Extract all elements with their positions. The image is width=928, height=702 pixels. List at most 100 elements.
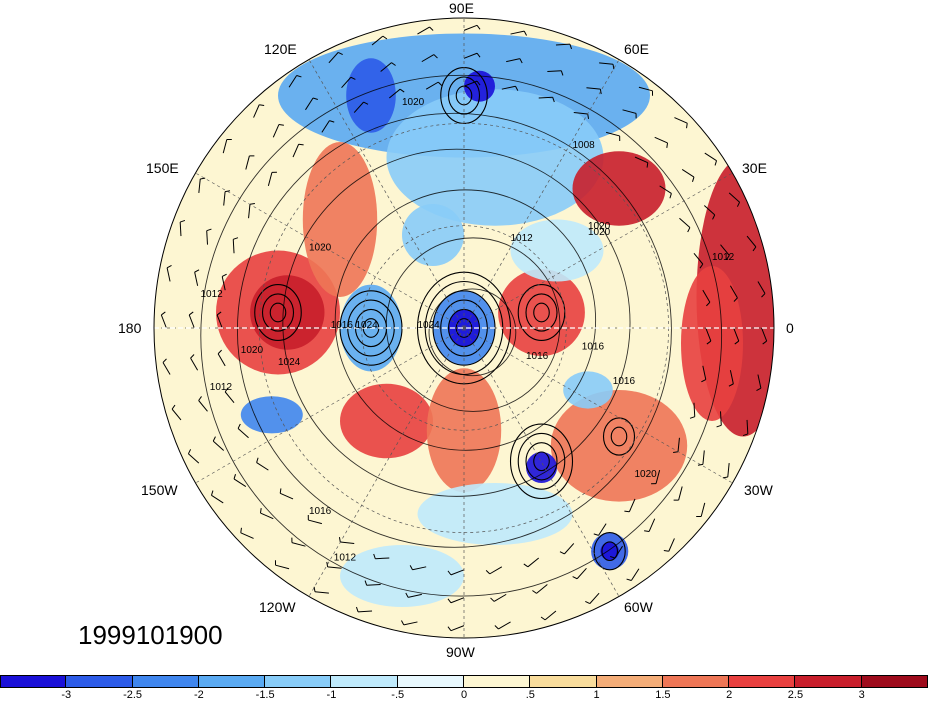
date-label: 1999101900 — [78, 620, 223, 650]
wind-barb-flag — [224, 387, 229, 393]
wind-barb-flag — [762, 340, 767, 345]
wind-barb — [291, 542, 306, 547]
wind-barb-flag — [237, 423, 241, 429]
wind-barb-flag — [669, 193, 672, 199]
anomaly-region — [302, 142, 378, 297]
wind-barb — [260, 512, 274, 520]
longitude-label-60e: 60E — [624, 41, 649, 57]
wind-barb — [272, 124, 280, 138]
wind-barb — [222, 139, 228, 154]
contour-label: 1016 — [582, 342, 605, 353]
wind-barb — [253, 104, 260, 118]
pressure-contour — [593, 532, 626, 571]
wind-barb — [693, 402, 696, 417]
wind-barb-flag — [523, 30, 528, 36]
wind-barb-flag — [572, 576, 578, 580]
wind-barb — [555, 43, 570, 46]
wind-barb — [648, 518, 656, 532]
wind-barb-flag — [409, 565, 413, 571]
wind-barb-flag — [437, 81, 443, 86]
colorbar-frame — [0, 675, 928, 688]
wind-barb-flag — [313, 586, 316, 592]
wind-barb — [654, 136, 668, 144]
wind-barb-flag — [399, 88, 405, 93]
contour-label: 1020 — [588, 221, 611, 232]
wind-barb — [216, 314, 223, 329]
wind-barb — [224, 391, 235, 404]
wind-barb-flag — [756, 387, 762, 392]
wind-barb — [232, 239, 235, 254]
wind-barb-flag — [326, 561, 329, 567]
wind-barb — [288, 75, 298, 88]
wind-barb-flag — [400, 620, 405, 626]
wind-barb-flag — [187, 449, 192, 455]
meridian-line — [463, 172, 733, 329]
wind-barb — [630, 568, 640, 581]
wind-barb — [573, 112, 588, 115]
wind-barb — [403, 621, 418, 626]
anomaly-region — [402, 204, 464, 266]
pressure-contour — [533, 451, 550, 472]
pressure-contour — [254, 284, 302, 341]
wind-barb-flag — [194, 269, 200, 273]
wind-barb — [450, 569, 465, 576]
wind-barb-flag — [476, 80, 481, 86]
wind-barb-flag — [666, 142, 669, 148]
wind-barb-flag — [259, 508, 262, 514]
colorbar-segment — [397, 675, 464, 688]
colorbar-tick-label: 2.5 — [787, 689, 804, 701]
wind-barb-flag — [612, 64, 615, 70]
wind-barb — [463, 24, 478, 31]
wind-barb — [425, 81, 439, 90]
contour-label: 1020 — [402, 97, 425, 108]
wind-barb-flag — [712, 214, 716, 220]
wind-barb — [720, 411, 722, 426]
longitude-label-90w: 90W — [446, 644, 475, 660]
wind-barb — [674, 117, 688, 124]
wind-barb — [248, 204, 251, 219]
wind-barb — [314, 591, 329, 594]
longitude-label-150w: 150W — [141, 482, 178, 498]
wind-barb-flag — [646, 162, 649, 168]
longitude-label-30e: 30E — [742, 160, 767, 176]
wind-barb-flag — [221, 273, 227, 277]
wind-barb-flag — [752, 246, 757, 252]
longitude-label-60w: 60W — [624, 599, 653, 615]
meridian-line — [195, 172, 465, 329]
contour-label: 1020 — [588, 227, 611, 238]
wind-barb-flag — [523, 563, 529, 568]
wind-barb — [704, 152, 717, 162]
colorbar-segment — [0, 675, 67, 688]
wind-barb — [221, 276, 226, 291]
anomaly-region — [681, 266, 743, 421]
colorbar-tick-label: -1.5 — [255, 689, 275, 701]
wind-barb — [729, 370, 734, 384]
wind-barb — [655, 469, 661, 484]
wind-barb-flag — [338, 537, 341, 543]
wind-barb-flag — [212, 436, 216, 442]
colorbar-tick-label: 1.5 — [655, 689, 671, 701]
meridian-line — [308, 59, 465, 329]
meridian-line — [463, 327, 733, 484]
wind-barb — [703, 205, 716, 216]
wind-barb — [702, 450, 705, 465]
wind-barb — [506, 58, 520, 63]
colorbar-tick-label: 1 — [593, 689, 600, 701]
wind-barb-flag — [587, 113, 590, 119]
wind-barb-flag — [485, 570, 491, 575]
wind-barb — [702, 289, 711, 303]
contour-label: 1024 — [278, 357, 301, 368]
wind-barb-flag — [216, 311, 222, 316]
wind-barb — [188, 314, 195, 329]
wind-barb-flag — [726, 255, 730, 260]
contour-label: 1012 — [210, 382, 233, 393]
wind-barb — [501, 85, 516, 90]
wind-barb-flag — [329, 120, 335, 123]
wind-barb — [598, 523, 607, 536]
wind-barb — [237, 428, 249, 439]
wind-barb-flag — [761, 293, 766, 298]
anomaly-region — [340, 383, 433, 459]
wind-barb-flag — [540, 616, 546, 621]
wind-barb — [190, 357, 199, 371]
